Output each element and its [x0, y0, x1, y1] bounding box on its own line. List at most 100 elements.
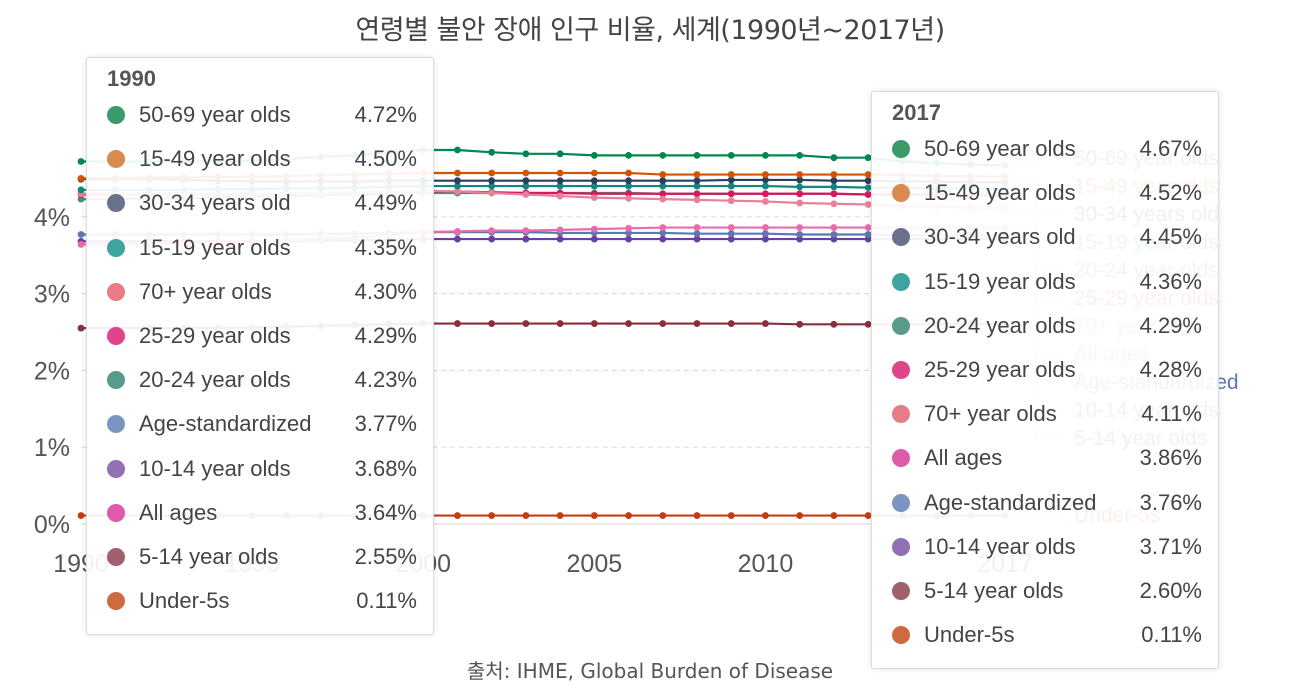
tooltip-series-value: 4.23% [354, 367, 417, 393]
tooltip-series-name: Age-standardized [139, 411, 312, 437]
chart-title: 연령별 불안 장애 인구 비율, 세계(1990년~2017년) [355, 15, 945, 46]
data-point [625, 320, 632, 327]
data-point [488, 169, 496, 177]
tooltip-series-value: 4.72% [354, 102, 417, 127]
tooltip-row: All ages 3.86% [872, 439, 1218, 483]
data-point [864, 191, 872, 198]
data-point [727, 230, 735, 238]
tooltip-row: 20-24 year olds 4.29% [872, 307, 1218, 351]
tooltip-series-value: 4.11% [1141, 401, 1202, 427]
data-point [590, 320, 598, 327]
data-point [625, 224, 632, 232]
tooltip-series-value: 0.11% [1141, 622, 1202, 648]
data-point [693, 190, 701, 198]
tooltip-series-value: 4.67% [1139, 136, 1202, 161]
data-point [762, 190, 769, 198]
legend-dot-icon [892, 449, 910, 468]
tooltip-row: Age-standardized 3.76% [872, 484, 1218, 528]
data-point [864, 512, 872, 519]
data-point [796, 176, 804, 184]
tooltip-series-name: Under-5s [924, 622, 1015, 648]
tooltip-series-name: 50-69 year olds [139, 102, 291, 127]
legend-dot-icon [107, 547, 125, 566]
tooltip-row: 15-19 year olds 4.35% [87, 229, 433, 273]
data-point [830, 183, 838, 191]
data-point [693, 182, 701, 190]
data-point [659, 195, 667, 203]
tooltip-row: 50-69 year olds 4.72% [87, 96, 433, 140]
data-point [625, 194, 632, 202]
data-point [830, 190, 838, 198]
data-point [727, 235, 735, 243]
data-point [830, 320, 838, 328]
legend-dot-icon [892, 184, 910, 203]
tooltip-row: 25-29 year olds 4.29% [87, 317, 433, 361]
data-point [693, 235, 701, 243]
source-note: 출처: IHME, Global Burden of Disease [466, 659, 834, 683]
tooltip-series-value: 4.29% [1139, 312, 1202, 338]
tooltip-series-value: 4.29% [354, 322, 417, 348]
data-point [522, 150, 530, 158]
data-point [727, 224, 735, 231]
data-point [77, 175, 85, 182]
data-point [727, 197, 735, 205]
data-point [659, 229, 667, 237]
data-point [454, 177, 461, 185]
legend-dot-icon [107, 371, 125, 390]
tooltip-series-value: 4.52% [1139, 180, 1202, 206]
data-point [796, 190, 804, 198]
data-point [590, 182, 598, 190]
legend-dot-icon [892, 537, 910, 556]
data-point [522, 512, 530, 519]
data-point [830, 200, 838, 208]
data-point [522, 169, 530, 177]
tooltip-series-name: 5-14 year olds [139, 543, 279, 569]
tooltip-row: 30-34 years old 4.49% [87, 184, 433, 228]
x-tick-label: 2005 [567, 550, 623, 578]
data-point [796, 171, 804, 178]
data-point [454, 169, 461, 177]
data-point [659, 182, 667, 190]
tooltip-series-value: 3.68% [354, 455, 417, 481]
legend-dot-icon [892, 626, 910, 645]
data-point [556, 235, 564, 243]
data-point [488, 512, 496, 519]
legend-dot-icon [892, 272, 910, 291]
legend-dot-icon [892, 405, 910, 424]
tooltip-series-name: 15-49 year olds [924, 180, 1076, 206]
data-point [488, 177, 496, 185]
legend-dot-icon [892, 493, 910, 512]
tooltip-series-value: 0.11% [356, 588, 417, 614]
tooltip-row: Under-5s 0.11% [87, 582, 433, 626]
data-point [488, 235, 496, 243]
tooltip-1990: 1990 50-69 year olds 4.72% 15-49 year olds… [86, 57, 434, 635]
data-point [762, 320, 769, 327]
tooltip-series-value: 4.30% [354, 278, 417, 304]
data-point [727, 190, 735, 198]
data-point [488, 182, 496, 190]
tooltip-series-name: 15-19 year olds [139, 234, 291, 260]
data-point [864, 224, 872, 231]
data-point [454, 146, 461, 154]
data-point [762, 151, 769, 159]
data-point [556, 226, 564, 234]
tooltip-series-name: All ages [139, 499, 218, 525]
legend-dot-icon [107, 106, 125, 124]
data-point [796, 199, 804, 207]
tooltip-series-value: 4.49% [354, 190, 417, 216]
data-point [77, 186, 85, 194]
data-point [488, 227, 496, 235]
data-point [454, 182, 461, 190]
data-point [830, 154, 838, 162]
data-point [590, 177, 598, 185]
tooltip-row: 20-24 year olds 4.23% [87, 361, 433, 405]
tooltip-row: Under-5s 0.11% [872, 616, 1218, 660]
data-point [762, 230, 769, 238]
data-point [693, 230, 701, 238]
data-point [488, 320, 496, 327]
data-point [522, 227, 530, 235]
tooltip-series-name: 20-24 year olds [139, 367, 291, 393]
tooltip-series-name: 70+ year olds [139, 278, 272, 304]
data-point [762, 171, 769, 178]
tooltip-1990-rows: 50-69 year olds 4.72% 15-49 year olds 4.50%… [87, 96, 433, 626]
